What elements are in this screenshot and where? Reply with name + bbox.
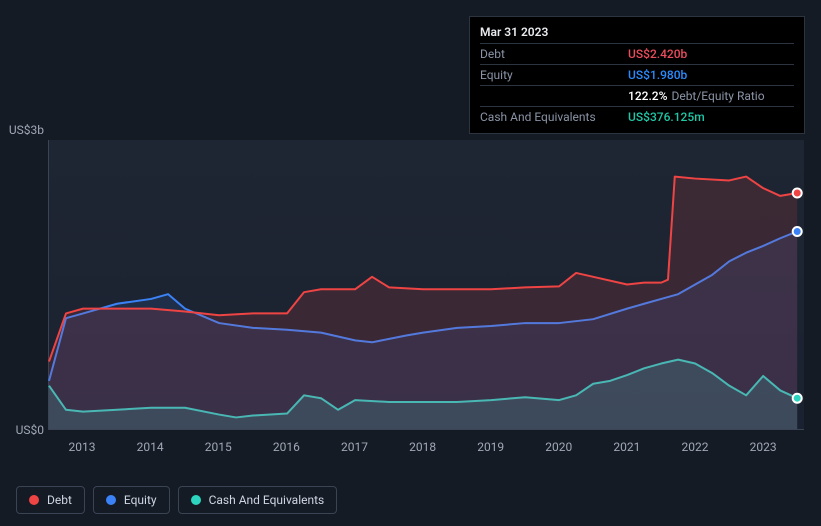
yaxis-label-top: US$3b	[0, 123, 44, 137]
xaxis-label: 2023	[750, 440, 777, 454]
tooltip-date: Mar 31 2023	[480, 23, 794, 43]
tooltip-row: DebtUS$2.420b	[480, 43, 794, 64]
xaxis-label: 2014	[137, 440, 164, 454]
tooltip-row: 122.2%Debt/Equity Ratio	[480, 85, 794, 106]
xaxis-label: 2019	[477, 440, 504, 454]
tooltip-row-value: US$1.980b	[628, 67, 687, 83]
swatch-icon	[191, 495, 201, 505]
tooltip-row-suffix: Debt/Equity Ratio	[671, 88, 764, 104]
tooltip-row-label: Equity	[480, 67, 628, 83]
chart-legend: Debt Equity Cash And Equivalents	[16, 486, 337, 514]
series-end-marker	[793, 189, 802, 198]
xaxis-label: 2021	[613, 440, 640, 454]
chart-plot-area[interactable]	[48, 140, 804, 430]
tooltip-row-label	[480, 88, 628, 104]
swatch-icon	[29, 495, 39, 505]
xaxis-label: 2013	[69, 440, 96, 454]
legend-item-debt[interactable]: Debt	[16, 486, 85, 514]
tooltip-row: EquityUS$1.980b	[480, 64, 794, 85]
xaxis-label: 2015	[205, 440, 232, 454]
series-end-marker	[793, 394, 802, 403]
legend-item-equity[interactable]: Equity	[93, 486, 170, 514]
xaxis-label: 2016	[273, 440, 300, 454]
hover-tooltip: Mar 31 2023 DebtUS$2.420bEquityUS$1.980b…	[469, 16, 805, 134]
xaxis-label: 2018	[409, 440, 436, 454]
legend-label: Cash And Equivalents	[209, 493, 325, 507]
tooltip-row-label: Debt	[480, 46, 628, 62]
series-end-marker	[793, 227, 802, 236]
yaxis-label-bottom: US$0	[0, 423, 44, 437]
xaxis-label: 2017	[341, 440, 368, 454]
legend-item-cash[interactable]: Cash And Equivalents	[178, 486, 338, 514]
legend-label: Debt	[47, 493, 72, 507]
tooltip-row-value: US$2.420b	[628, 46, 687, 62]
swatch-icon	[106, 495, 116, 505]
legend-label: Equity	[124, 493, 157, 507]
xaxis-label: 2020	[545, 440, 572, 454]
debt-equity-chart: US$3b US$0 2013 2014 2015 2016 2017 2018 2019 2…	[0, 120, 821, 480]
tooltip-row-value: 122.2%	[628, 88, 667, 104]
xaxis-label: 2022	[682, 440, 709, 454]
